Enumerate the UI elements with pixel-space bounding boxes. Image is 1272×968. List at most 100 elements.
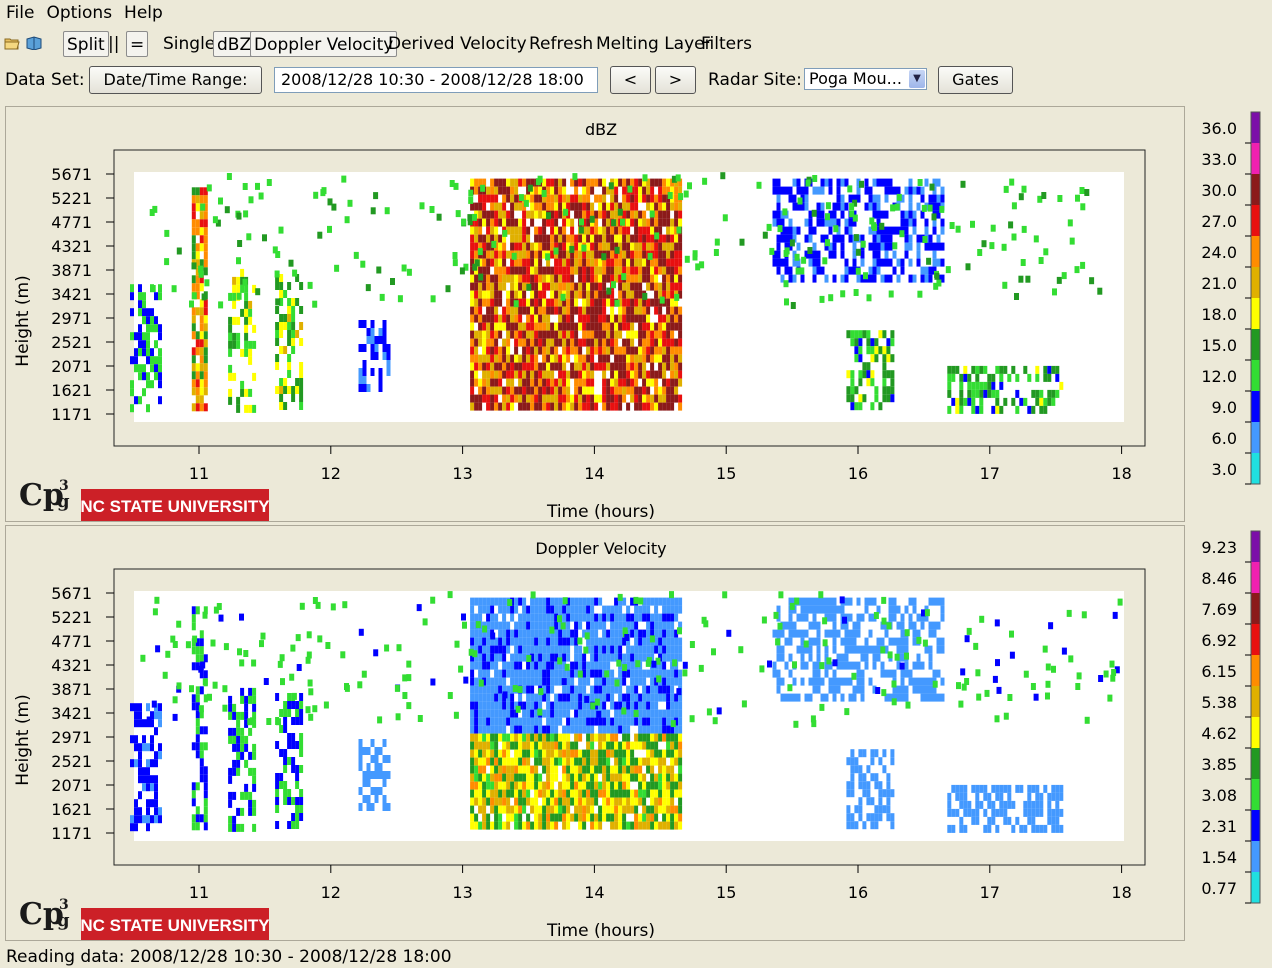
derived-velocity-button[interactable]: Derived Velocity (388, 34, 527, 54)
doppler-velocity-button[interactable]: Doppler Velocity (250, 31, 398, 57)
dbz-echo-cell (933, 282, 939, 290)
doppler-echo-cell (240, 823, 245, 832)
doppler-echo-cell (522, 677, 527, 686)
dbz-echo-cell (542, 386, 547, 395)
doppler-echo-cell (670, 773, 675, 782)
dbz-echo-cell (812, 266, 817, 275)
parallel-button[interactable]: || (108, 34, 120, 54)
doppler-echo-cell (900, 669, 905, 678)
doppler-echo-cell (658, 621, 663, 630)
date-range-field[interactable]: 2008/12/28 10:30 - 2008/12/28 18:00 (274, 67, 598, 93)
dbz-echo-cell (482, 386, 487, 395)
dbz-echo-cell (1023, 365, 1028, 374)
doppler-echo-cell (566, 813, 571, 822)
doppler-echo-cell (920, 685, 925, 694)
dbz-echo-cell (646, 242, 651, 251)
doppler-echo-cell (526, 669, 531, 678)
doppler-echo-cell (570, 717, 575, 726)
doppler-echo-cell (244, 791, 249, 800)
doppler-echo-cell (560, 622, 566, 630)
dbz-echo-cell (382, 344, 387, 352)
menu-file[interactable]: File (6, 3, 35, 23)
previous-button[interactable]: < (610, 66, 651, 94)
doppler-echo-cell (470, 757, 475, 766)
dbz-echo-cell (598, 322, 603, 331)
dbz-echo-cell (534, 354, 539, 363)
dbz-echo-cell (614, 299, 620, 307)
doppler-echo-cell (602, 717, 607, 726)
filters-button[interactable]: Filters (701, 34, 752, 54)
doppler-echo-cell (502, 749, 507, 758)
dbz-echo-cell (854, 338, 859, 347)
doppler-echo-cell (654, 749, 659, 758)
doppler-echo-cell (634, 669, 639, 678)
dbz-echo-cell (195, 259, 200, 268)
next-button[interactable]: > (655, 66, 696, 94)
dbz-echo-cell (916, 234, 921, 243)
doppler-echo-cell (916, 685, 921, 694)
doppler-echo-cell (534, 765, 539, 774)
dbz-echo-cell (776, 186, 781, 195)
dbz-echo-cell (598, 306, 603, 315)
open-book-icon[interactable] (26, 36, 42, 50)
doppler-echo-cell (357, 681, 363, 689)
dbz-echo-cell (494, 394, 499, 403)
dbz-echo-cell (522, 378, 527, 387)
dbz-echo-cell (558, 330, 563, 339)
single-button[interactable]: Single (163, 34, 216, 54)
menu-options[interactable]: Options (46, 3, 113, 23)
gates-button[interactable]: Gates (938, 66, 1013, 94)
dbz-echo-cell (470, 394, 475, 403)
dbz-echo-cell (812, 274, 817, 283)
dbz-echo-cell (138, 348, 142, 357)
dbz-echo-cell (606, 226, 611, 235)
dbz-echo-cell (154, 340, 158, 349)
doppler-echo-cell (279, 709, 284, 717)
dbz-echo-cell (586, 234, 591, 243)
doppler-echo-cell (195, 686, 200, 695)
dbz-echo-cell (558, 402, 563, 411)
melting-layer-button[interactable]: Melting Layer (596, 34, 712, 54)
dbz-echo-cell (191, 371, 196, 380)
dbz-echo-cell (884, 178, 889, 187)
doppler-echo-cell (550, 661, 555, 670)
equal-button[interactable]: = (126, 31, 149, 57)
chevron-down-icon[interactable]: ▼ (909, 70, 925, 88)
doppler-echo-cell (642, 645, 647, 654)
dbz-echo-cell (788, 274, 793, 283)
radar-site-select[interactable]: Poga Mou... ▼ (804, 68, 927, 90)
dbz-echo-cell (995, 405, 1000, 414)
dbz-echo-cell (545, 253, 551, 261)
doppler-echo-cell (908, 597, 913, 606)
dbz-echo-cell (384, 207, 390, 215)
dbz-echo-cell (876, 266, 881, 275)
dbz-echo-cell (614, 274, 619, 283)
dbz-echo-cell (586, 266, 591, 275)
dbz-echo-cell (602, 306, 607, 315)
doppler-echo-cell (650, 653, 655, 662)
dbz-echo-cell (362, 320, 367, 328)
dbz-colorbar-swatch (1251, 298, 1260, 329)
doppler-echo-cell (1035, 808, 1040, 817)
dbz-echo-cell (945, 266, 951, 274)
dbz-echo-cell (776, 218, 781, 227)
doppler-echo-cell (662, 757, 667, 766)
dbz-echo-cell (534, 306, 539, 315)
doppler-echo-cell (1084, 716, 1090, 724)
doppler-echo-cell (577, 637, 583, 645)
doppler-echo-cell (590, 765, 595, 774)
refresh-button[interactable]: Refresh (529, 34, 594, 54)
dbz-echo-cell (522, 266, 527, 275)
dbz-echo-cell (1011, 365, 1016, 374)
dbz-echo-cell (542, 298, 547, 307)
dbz-echo-cell (868, 194, 873, 203)
menu-help[interactable]: Help (124, 3, 163, 23)
doppler-ytick-label: 3421 (51, 704, 92, 723)
dbz-echo-cell (955, 225, 961, 233)
dbz-button[interactable]: dBZ (213, 31, 256, 57)
dbz-echo-cell (586, 274, 591, 283)
open-folder-icon[interactable] (4, 36, 20, 50)
split-button[interactable]: Split (63, 31, 109, 57)
dbz-echo-cell (932, 242, 937, 251)
date-range-button[interactable]: Date/Time Range: (89, 66, 262, 94)
